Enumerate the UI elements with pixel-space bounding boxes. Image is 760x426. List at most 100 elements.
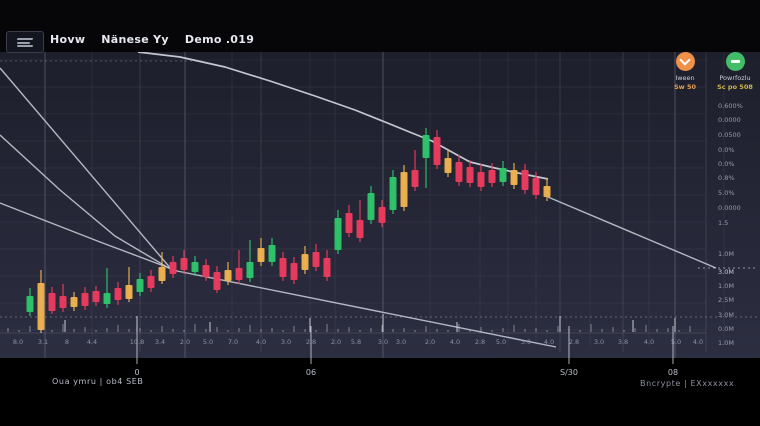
price-axis-label: 0.0500 [718,131,741,139]
price-axis-label: 0.0% [718,160,735,168]
time-axis-label: 2.0 [331,338,341,346]
time-axis-label: 2.8 [475,338,485,346]
time-axis-label: 4.0 [450,338,460,346]
candle-body [510,170,518,185]
dotted-level-lines [0,60,760,318]
time-axis-label: 3.0 [594,338,604,346]
candle-body [246,262,254,278]
price-axis-label: 0.8% [718,174,735,182]
candle-body [180,258,188,270]
candle-body [290,263,298,280]
badge-label: Iween [675,74,695,82]
time-marker-lines [136,326,674,364]
candle-body [532,178,540,195]
time-marker-label: 06 [305,368,317,377]
candle-body [400,172,408,207]
candle-body [389,177,397,210]
candle-body [103,293,111,304]
candlestick-series [26,128,551,333]
candle-body [301,254,309,270]
badge-value: Sc po 508 [717,83,753,91]
time-axis-label: 4.0 [693,338,703,346]
candle-body [92,291,100,302]
time-marker-label: 0 [134,368,140,377]
menu-item-2[interactable]: Nänese Yy [101,33,169,46]
main-menu: Hovw Nänese Yy Demo .019 [50,33,254,46]
trend-line [0,67,173,271]
candle-body [48,293,56,311]
candle-body [499,168,507,182]
trend-line [171,269,557,348]
indicator-badge-down[interactable]: Iween Sw 50 [664,52,706,91]
candle-body [147,276,155,288]
badge-value: Sw 50 [674,83,696,91]
candle-body [543,186,551,197]
time-axis-label: 2.8 [569,338,579,346]
chart-background [0,52,760,358]
candle-body [191,262,199,272]
time-marker-label: 08 [667,368,679,377]
candle-body [169,262,177,274]
footer-right-caption: Bncrypte | EXxxxxxx [640,379,735,388]
price-axis-label: 1.0M [718,250,734,258]
time-axis-label: 5.8 [351,338,361,346]
footer-left-caption: Oua ymru | ob4 SEB [52,377,144,386]
candle-body [26,296,34,312]
time-axis-label: 4.0 [544,338,554,346]
price-axis-label: 1.5 [718,219,728,227]
price-axis-label: 3.0M [718,311,734,319]
time-axis-label: 3.1 [38,338,48,346]
price-axis-label: 0.0000 [718,116,741,124]
candle-body [59,296,67,308]
time-axis-label: 3.0 [378,338,388,346]
price-axis-label: 1.0M [718,282,734,290]
menu-item-3[interactable]: Demo .019 [184,33,255,46]
trend-line [547,196,717,269]
price-axis[interactable]: 0.600% 0.0000 0.0500 0.0% 0.0% 0.8% 5.0% 0.0000… [718,102,743,347]
candle-body [411,170,419,187]
trend-lines [0,67,717,348]
time-axis-label: 3.0 [396,338,406,346]
time-axis-label: 7.0 [228,338,238,346]
candle-body [70,297,78,307]
candle-body [125,285,133,299]
time-axis-label: 8 [65,338,69,346]
price-axis-label: 2.5M [718,296,734,304]
menu-item-1[interactable]: Hovw [50,33,86,46]
candle-body [488,170,496,183]
volume-tick-row [0,314,706,334]
candle-body [279,258,287,277]
candle-body [312,252,320,267]
candle-body [433,137,441,165]
candle-body [268,245,276,262]
price-axis-label: 1.0M [718,339,734,347]
candle-body [444,158,452,173]
time-axis-label: 4.0 [644,338,654,346]
time-axis-label: 5.0 [671,338,681,346]
price-axis-label: 0.0000 [718,204,741,212]
time-axis-label: 4.4 [87,338,97,346]
price-axis-label: 5.0% [718,189,735,197]
candle-body [213,272,221,290]
app-logo[interactable] [6,31,44,53]
time-axis-label: 3.4 [155,338,165,346]
candle-body [158,267,166,281]
price-axis-label: 0.0M [718,325,734,333]
time-axis-label: 5.0 [203,338,213,346]
time-axis-label: 2.0 [180,338,190,346]
candle-body [37,283,45,330]
indicator-badge-flat[interactable]: Powrfozlu Sc po 508 [714,52,756,91]
moving-average-line [137,51,549,180]
ma-curve [137,51,549,180]
time-axis-label: 3.0 [281,338,291,346]
dash-icon [725,52,745,71]
candle-body [356,220,364,238]
indicator-badges: Iween Sw 50 Powrfozlu Sc po 508 [664,52,756,91]
candle-body [81,293,89,306]
candle-body [257,248,265,262]
candle-body [114,288,122,300]
time-axis-label: 4.0 [256,338,266,346]
candle-body [422,135,430,158]
